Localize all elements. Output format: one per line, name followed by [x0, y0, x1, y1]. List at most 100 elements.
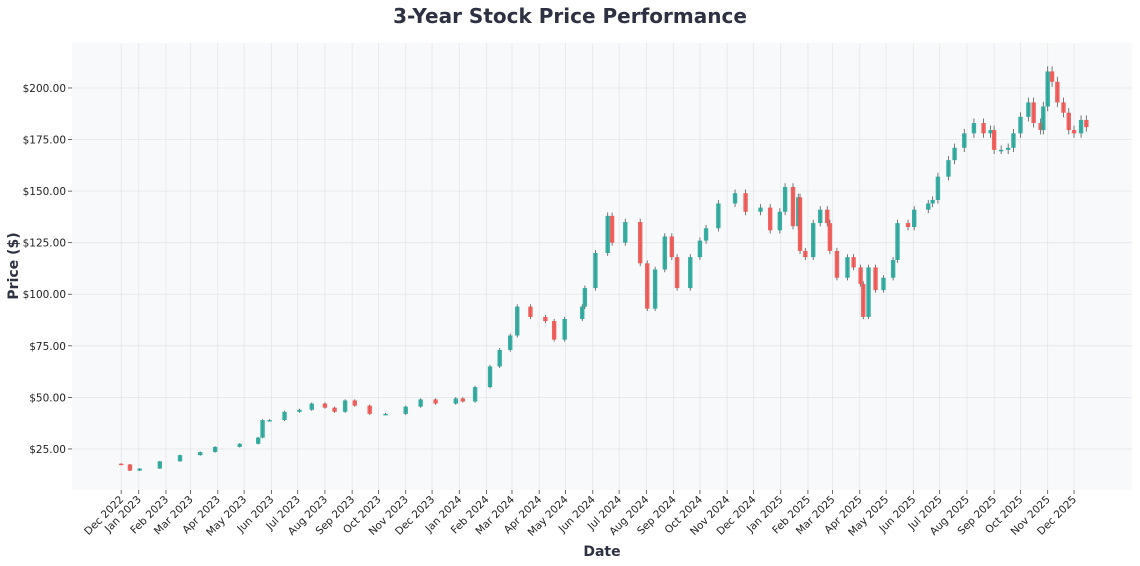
y-axis-label: Price ($) — [6, 232, 22, 299]
candle-down — [367, 405, 372, 414]
candle-up — [403, 406, 408, 414]
candle-down — [118, 463, 124, 466]
candle-up — [582, 288, 588, 307]
candle-up — [453, 398, 458, 404]
candle-down — [433, 399, 438, 404]
candle-up — [662, 236, 667, 270]
candle-up — [237, 443, 242, 447]
candle-down — [1071, 130, 1077, 134]
candle-up — [732, 193, 738, 204]
candle-up — [605, 215, 610, 253]
candle-up — [297, 409, 302, 412]
candle-down — [460, 398, 466, 402]
candle-up — [881, 277, 886, 291]
candle-down — [1084, 119, 1089, 128]
candle-up — [497, 349, 502, 367]
candle-up — [971, 123, 977, 134]
x-axis-label: Date — [583, 544, 620, 560]
candle-up — [988, 130, 993, 134]
candle-down — [332, 407, 337, 412]
candle-down — [638, 222, 643, 264]
candle-up — [342, 400, 348, 412]
candle-up — [508, 335, 513, 350]
candle-down — [1061, 102, 1066, 113]
candle-up — [212, 446, 218, 453]
y-tick-label: $100.00 — [23, 289, 66, 301]
candle-down — [609, 215, 615, 243]
plot-area — [72, 43, 1132, 490]
y-tick-label: $200.00 — [23, 83, 66, 95]
candle-up — [912, 209, 917, 227]
candle-up — [935, 176, 941, 200]
candle-down — [825, 209, 830, 224]
candle-up — [930, 199, 935, 204]
candle-down — [873, 267, 878, 291]
candle-up — [515, 306, 520, 336]
candle-down — [352, 400, 357, 406]
candle-up — [562, 318, 567, 340]
candle-up — [255, 437, 261, 444]
candle-up — [782, 186, 788, 212]
candle-up — [845, 257, 850, 278]
y-tick-label: $175.00 — [23, 135, 66, 147]
candle-down — [834, 250, 840, 278]
candle-up — [946, 160, 951, 177]
y-tick-label: $125.00 — [23, 238, 66, 250]
candle-up — [487, 366, 493, 388]
candle-down — [645, 263, 650, 309]
candle-down — [767, 207, 773, 231]
candle-down — [669, 236, 675, 258]
candle-down — [981, 123, 986, 134]
candle-up — [926, 203, 931, 210]
candle-up — [157, 461, 163, 469]
candle-down — [674, 257, 680, 289]
candle-down — [1038, 123, 1043, 131]
candle-down — [543, 316, 548, 322]
candle-up — [818, 209, 823, 224]
candle-up — [998, 149, 1004, 152]
candle-down — [551, 321, 557, 340]
candles — [118, 66, 1089, 471]
candle-up — [895, 223, 900, 261]
candle-down — [905, 223, 911, 227]
candle-up — [777, 211, 783, 231]
candle-up — [1078, 119, 1084, 134]
candle-down — [1055, 81, 1060, 103]
candle-up — [177, 455, 183, 462]
chart-title: 3-Year Stock Price Performance — [393, 4, 747, 28]
candle-up — [962, 133, 967, 148]
candle-down — [790, 186, 796, 227]
candle-down — [803, 250, 808, 258]
candle-down — [1031, 102, 1036, 124]
candle-down — [528, 306, 533, 317]
candle-down — [861, 283, 866, 317]
candle-down — [851, 257, 856, 268]
candle-up — [758, 207, 763, 212]
candle-up — [267, 420, 272, 422]
candle-up — [652, 269, 658, 309]
candle-up — [1011, 133, 1016, 148]
candle-up — [198, 452, 203, 456]
y-tick-label: $75.00 — [29, 341, 66, 353]
candle-up — [137, 468, 142, 471]
candle-up — [866, 267, 871, 317]
candle-up — [260, 420, 265, 438]
candle-up — [952, 147, 957, 161]
candle-up — [383, 413, 388, 416]
candle-up — [697, 240, 703, 258]
candle-down — [322, 403, 328, 408]
candle-up — [1018, 116, 1023, 134]
y-axis: $25.00 $50.00 $75.00 $100.00 $125.00 $150.00 $… — [23, 83, 72, 456]
grid-lines — [72, 43, 1132, 490]
candle-up — [703, 228, 709, 241]
candle-up — [1005, 147, 1011, 150]
candle-down — [1066, 112, 1071, 131]
candle-up — [418, 399, 423, 407]
candle-up — [1045, 71, 1050, 107]
candle-down — [797, 197, 803, 251]
candle-down — [827, 223, 833, 251]
candle-up — [282, 411, 287, 421]
candle-up — [811, 223, 816, 258]
